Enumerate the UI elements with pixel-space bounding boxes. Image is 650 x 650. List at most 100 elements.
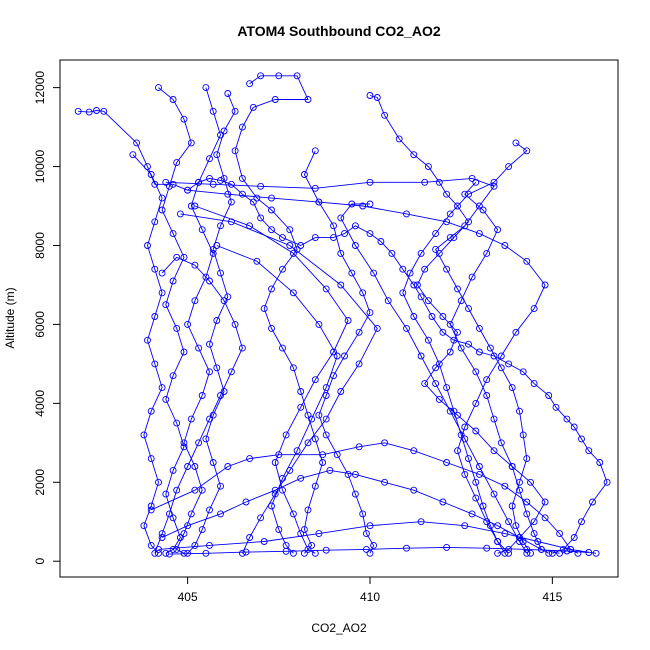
series-line (216, 245, 338, 554)
data-point (206, 541, 213, 549)
data-point (220, 174, 228, 182)
data-point (443, 543, 451, 551)
data-point (344, 470, 352, 478)
data-point (169, 514, 177, 522)
data-point (217, 176, 224, 184)
data-point (176, 210, 184, 218)
data-point (213, 242, 221, 249)
data-point (362, 545, 370, 553)
x-tick-label: 415 (542, 590, 562, 604)
data-point (308, 415, 316, 423)
data-point (198, 486, 206, 494)
data-point (275, 451, 283, 459)
data-point (475, 348, 483, 356)
data-point (439, 313, 447, 320)
data-point (322, 415, 330, 423)
data-point (209, 245, 217, 253)
data-point (399, 265, 407, 273)
data-point (173, 486, 181, 494)
series-18 (155, 518, 600, 557)
y-tick-label: 10000 (33, 150, 47, 184)
data-point (187, 202, 195, 210)
data-point (403, 544, 410, 552)
data-point (337, 281, 345, 289)
data-point (450, 407, 458, 415)
data-point (297, 388, 305, 395)
data-point (424, 163, 432, 171)
data-point (570, 534, 578, 541)
data-point (155, 84, 162, 92)
data-point (381, 478, 389, 486)
data-point (206, 506, 213, 514)
series-5 (173, 84, 224, 557)
data-point (187, 510, 195, 518)
data-point (479, 206, 487, 214)
data-point (461, 522, 469, 530)
data-point (348, 269, 356, 277)
data-point (468, 273, 476, 281)
data-point (311, 147, 319, 155)
y-axis-label: Altitude (m) (3, 287, 17, 348)
data-point (421, 265, 429, 273)
data-point (465, 190, 472, 198)
data-point (516, 538, 523, 545)
data-point (523, 545, 531, 553)
data-point (475, 202, 483, 210)
data-point (286, 242, 294, 249)
data-point (144, 336, 151, 344)
data-point (417, 249, 425, 257)
data-point (570, 423, 578, 431)
data-point (319, 451, 327, 459)
data-point (268, 324, 275, 332)
data-point (366, 92, 374, 99)
data-point (457, 344, 465, 352)
data-point (410, 151, 418, 159)
data-point (468, 174, 476, 182)
data-point (472, 427, 480, 435)
data-point (475, 230, 483, 238)
data-point (238, 549, 246, 557)
series-19 (165, 543, 593, 558)
series-9 (446, 178, 553, 557)
data-point (147, 171, 155, 178)
data-point (578, 435, 585, 443)
data-point (129, 151, 137, 159)
data-point (289, 289, 297, 297)
data-point (446, 210, 454, 218)
data-point (432, 364, 440, 372)
data-point (162, 301, 170, 309)
data-point (326, 466, 334, 474)
data-point (169, 545, 177, 553)
data-point (209, 107, 217, 115)
data-point (260, 538, 268, 545)
data-point (275, 72, 283, 80)
series-layer (74, 72, 611, 558)
data-point (443, 265, 451, 273)
data-point (545, 392, 553, 399)
data-point (351, 490, 359, 498)
data-point (147, 407, 155, 415)
data-point (202, 435, 210, 443)
data-point (289, 249, 297, 257)
data-point (155, 545, 162, 553)
data-point (304, 506, 312, 514)
data-point (268, 194, 275, 202)
data-point (341, 352, 348, 360)
data-point (461, 423, 469, 431)
data-point (523, 510, 531, 518)
data-point (479, 502, 487, 510)
data-point (165, 510, 173, 518)
data-point (472, 399, 480, 407)
data-point (158, 530, 166, 538)
data-point (497, 352, 505, 360)
data-point (395, 135, 403, 143)
data-point (268, 285, 275, 293)
data-point (494, 549, 502, 557)
data-point (311, 376, 319, 384)
data-point (505, 549, 513, 557)
data-point (435, 395, 443, 403)
data-point (322, 546, 330, 554)
data-point (173, 545, 181, 553)
data-point (446, 320, 454, 328)
data-point (592, 549, 600, 557)
